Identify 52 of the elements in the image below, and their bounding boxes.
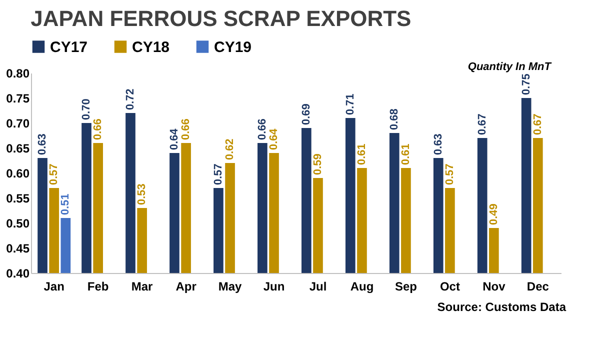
x-tick-label: Apr [176,280,197,294]
data-label: 0.67 [476,114,488,135]
data-label: 0.71 [344,94,356,115]
data-label: 0.66 [92,118,104,140]
data-label: 0.53 [136,184,148,205]
data-label: 0.66 [256,118,268,140]
y-tick-label: 0.60 [6,166,30,180]
x-tick-label: May [218,280,242,294]
y-tick-label: 0.70 [6,116,30,130]
legend-label: CY17 [50,38,88,56]
legend-label: CY18 [132,38,170,56]
data-label: 0.49 [488,204,500,225]
data-label: 0.75 [520,74,532,95]
text: Quantity In MnT [468,61,552,73]
data-label: 0.66 [180,118,192,140]
data-label: 0.59 [312,154,324,175]
data-label: 0.57 [48,164,60,185]
data-label: 0.57 [212,164,224,185]
data-label: 0.64 [168,128,180,150]
data-label: 0.70 [80,98,92,120]
data-label: 0.61 [356,144,368,165]
data-label: 0.57 [444,164,456,185]
chart-title: JAPAN FERROUS SCRAP EXPORTS [30,6,412,31]
y-tick-label: 0.75 [6,92,30,106]
data-label: 0.72 [124,88,136,110]
y-tick-label: 0.65 [6,142,30,156]
x-tick-label: Dec [526,280,550,294]
data-label: 0.62 [224,138,236,160]
x-tick-label: Nov [482,280,506,294]
x-tick-label: Feb [87,280,109,294]
data-label: 0.63 [36,134,49,155]
data-label: 0.69 [300,104,312,125]
x-tick-label: Jun [263,280,285,294]
x-tick-label: Sep [394,280,417,294]
y-tick-label: 0.50 [6,216,30,230]
data-label: 0.63 [432,134,444,155]
x-tick-label: Oct [440,280,460,294]
y-tick-label: 0.40 [6,266,30,280]
data-label: 0.61 [400,144,412,165]
y-tick-label: 0.80 [6,66,30,80]
x-tick-label: Mar [131,280,154,294]
data-label: 0.67 [532,114,544,135]
legend-label: CY19 [214,38,252,56]
x-tick-label: Jan [44,280,64,294]
data-label: 0.64 [268,128,280,150]
source-note: Source: Customs Data [437,300,566,314]
y-tick-label: 0.45 [6,242,30,256]
data-label: 0.68 [388,108,400,130]
x-tick-label: Jul [309,280,327,294]
x-tick-label: Aug [350,280,374,294]
y-tick-label: 0.55 [6,192,30,206]
data-label: 0.51 [60,194,72,215]
